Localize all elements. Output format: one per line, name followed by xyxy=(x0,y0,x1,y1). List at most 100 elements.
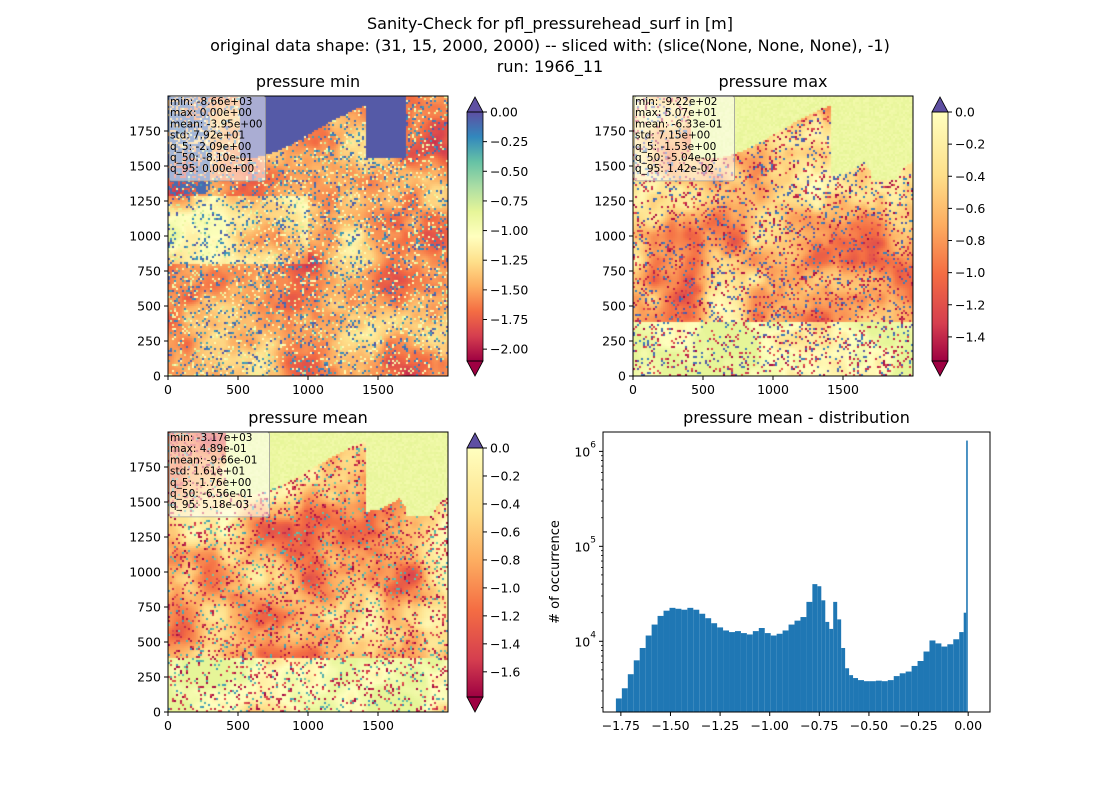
figure-title-line-3: run: 1966_11 xyxy=(497,57,603,77)
colorbar-tick-label: −0.6 xyxy=(490,524,520,539)
x-tick-label: −1.25 xyxy=(701,718,739,733)
y-tick-label: 750 xyxy=(602,264,626,279)
colorbar-tick-label: −1.2 xyxy=(490,608,520,623)
y-tick-label: 106 xyxy=(574,440,596,459)
histogram-bar xyxy=(615,698,622,712)
panel-pressure-mean: pressure mean 0 500 1000 1500 0 250 500 750 1000 1… xyxy=(129,408,520,733)
histogram-bar xyxy=(959,632,964,712)
x-tick-label: 0 xyxy=(629,382,637,397)
stats-line: mean: -6.33e-01 xyxy=(635,118,722,130)
histogram-bar xyxy=(627,674,634,712)
histogram-bar xyxy=(853,678,859,712)
stats-line: q_5: -1.76e+00 xyxy=(170,477,251,489)
colorbar-tick-label: −1.50 xyxy=(490,282,528,297)
y-tick-label: 1000 xyxy=(594,229,626,244)
histogram-bar xyxy=(845,668,850,712)
y-tick-label: 250 xyxy=(602,334,626,349)
histogram-bar xyxy=(675,608,682,712)
panel-pressure-min: pressure min 0 500 1000 1500 0 250 500 750 1000 12… xyxy=(129,72,528,397)
stats-line: q_95: 0.00e+00 xyxy=(170,163,254,175)
y-axis-label: # of occurrence xyxy=(548,520,563,624)
colorbar-frame xyxy=(466,447,484,698)
y-tick-label: 500 xyxy=(137,635,161,650)
histogram-bar xyxy=(639,647,646,712)
histogram-bar xyxy=(758,628,765,712)
stats-line: std: 7.15e+00 xyxy=(635,130,710,142)
colorbar-tick-label: −1.0 xyxy=(490,580,520,595)
colorbar-extend-max xyxy=(466,432,484,449)
x-tick-label: −0.50 xyxy=(850,718,888,733)
y-tick-label: 500 xyxy=(602,299,626,314)
histogram-bar xyxy=(669,607,676,712)
y-tick-label: 1750 xyxy=(129,124,161,139)
stats-line: min: -3.17e+03 xyxy=(170,432,252,444)
histogram-bars xyxy=(615,440,968,712)
y-tick-label: 750 xyxy=(137,264,161,279)
y-tick-label: 1750 xyxy=(129,460,161,475)
histogram-bar xyxy=(881,681,888,712)
colorbar-tick-label: −0.6 xyxy=(955,201,985,216)
stats-line: mean: -3.95e+00 xyxy=(170,118,262,130)
histogram-bar xyxy=(705,618,712,712)
y-tick-label: 750 xyxy=(137,600,161,615)
colorbar xyxy=(467,448,483,697)
histogram-bar xyxy=(875,680,882,712)
histogram-bar xyxy=(953,639,960,712)
y-tick-label: 500 xyxy=(137,299,161,314)
histogram-bar xyxy=(817,586,822,712)
histogram-bar xyxy=(657,615,664,712)
histogram-bar xyxy=(829,628,834,712)
x-tick-label: 500 xyxy=(226,382,250,397)
histogram-bar xyxy=(929,640,936,712)
y-tick-label: 1000 xyxy=(129,229,161,244)
colorbar-tick-label: −1.2 xyxy=(955,297,985,312)
y-tick-label: 1500 xyxy=(129,159,161,174)
histogram-bar xyxy=(821,600,826,712)
stats-line: min: -8.66e+03 xyxy=(170,96,252,108)
colorbar-tick-label: −2.00 xyxy=(490,342,528,357)
histogram-bar xyxy=(740,633,747,712)
x-tick-label: 1500 xyxy=(362,382,394,397)
y-tick-label: 250 xyxy=(137,670,161,685)
stats-line: max: 0.00e+00 xyxy=(170,107,252,119)
histogram-bar xyxy=(699,613,706,712)
y-tick-label: 105 xyxy=(574,535,596,554)
stats-line: min: -9.22e+02 xyxy=(635,96,717,108)
y-tick-label: 1250 xyxy=(129,194,161,209)
stats-line: q_95: 1.42e-02 xyxy=(635,163,714,175)
colorbar-tick-label: 0.00 xyxy=(490,105,518,120)
x-tick-label: 500 xyxy=(691,382,715,397)
colorbar-tick-label: 0.0 xyxy=(955,105,975,120)
histogram-bar xyxy=(734,631,741,712)
colorbar-tick-label: −1.4 xyxy=(955,329,985,344)
histogram-bar xyxy=(645,635,652,712)
histogram-bar xyxy=(729,632,735,712)
histogram-bar xyxy=(681,609,688,712)
histogram-bar xyxy=(794,620,801,712)
stats-line: q_5: -1.53e+00 xyxy=(635,141,716,153)
stats-line: std: 7.92e+01 xyxy=(170,130,245,142)
histogram-bar xyxy=(935,643,942,712)
colorbar xyxy=(467,112,483,361)
colorbar-tick-label: −1.75 xyxy=(490,312,528,327)
histogram-bar xyxy=(917,660,924,712)
colorbar-tick-label: −0.75 xyxy=(490,193,528,208)
x-tick-label: 1000 xyxy=(757,382,789,397)
histogram-bar xyxy=(825,621,830,712)
x-tick-label: 1000 xyxy=(292,718,324,733)
y-tick-label: 1750 xyxy=(594,124,626,139)
histogram-bar xyxy=(905,671,912,712)
histogram-bar xyxy=(966,440,968,712)
histogram-bar xyxy=(770,635,777,712)
x-tick-label: 0 xyxy=(164,718,172,733)
stats-box xyxy=(634,96,735,182)
colorbar-extend-min xyxy=(466,360,484,377)
histogram-bar xyxy=(711,623,718,712)
stats-line: q_95: 5.18e-03 xyxy=(170,499,249,511)
histogram-bar xyxy=(621,688,628,712)
x-tick-label: −0.75 xyxy=(800,718,838,733)
histogram-bar xyxy=(899,673,906,712)
histogram-bar xyxy=(841,647,846,712)
histogram-bar xyxy=(806,601,813,712)
axes-frame xyxy=(602,431,991,713)
